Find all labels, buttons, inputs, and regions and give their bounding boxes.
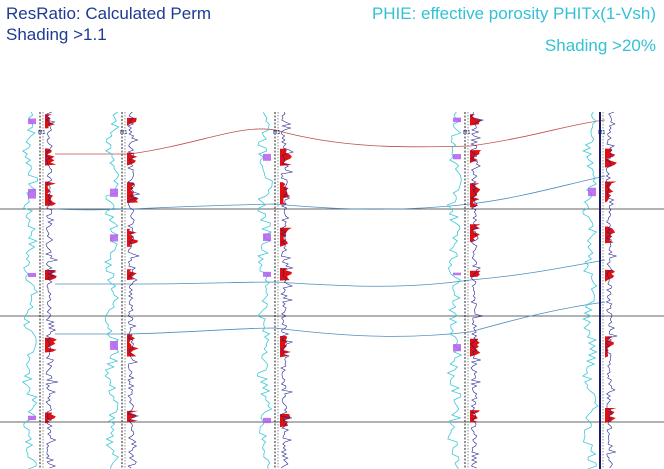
resratio-shading xyxy=(280,182,291,205)
resratio-shading xyxy=(45,114,55,129)
phie-shading xyxy=(453,117,461,123)
gamma-ray-curve xyxy=(581,111,599,469)
phie-shading xyxy=(263,271,271,277)
resratio-shading xyxy=(280,148,292,166)
correlation-line xyxy=(55,301,606,337)
correlation-line xyxy=(55,259,606,287)
well-w1: M1 xyxy=(21,111,59,469)
log-curve xyxy=(280,111,294,469)
resratio-shading xyxy=(280,268,292,281)
resratio-shading xyxy=(127,117,137,126)
phie-shading xyxy=(453,272,461,276)
well-w4: M1 xyxy=(446,111,485,469)
well-label: M1 xyxy=(463,130,471,136)
correlation-lines xyxy=(54,119,606,337)
phie-shading xyxy=(28,118,36,125)
phie-shading xyxy=(263,417,271,424)
resratio-shading xyxy=(127,334,139,357)
well-correlation-panel: M1 M1 M1 M1 M1 xyxy=(0,111,664,469)
phie-legend-title: PHIE: effective porosity PHITx(1-Vsh) xyxy=(371,4,656,23)
gamma-ray-curve xyxy=(21,111,39,469)
formation-top-line xyxy=(55,119,606,155)
well-label: M1 xyxy=(38,130,46,136)
well-label: M1 xyxy=(273,130,281,136)
resratio-shading xyxy=(470,410,480,423)
phie-shading xyxy=(453,344,461,352)
phie-legend-shading: Shading >20% xyxy=(544,36,656,55)
resratio-shading xyxy=(605,336,614,358)
wells-layer: M1 M1 M1 M1 M1 xyxy=(21,111,618,469)
horizontal-grid-lines xyxy=(0,208,664,423)
resratio-shading xyxy=(127,152,138,166)
resratio-shading xyxy=(605,148,617,168)
well-w2: M1 xyxy=(104,111,141,469)
well-w3: M1 xyxy=(256,111,294,469)
resratio-shading xyxy=(470,270,481,278)
resratio-legend-shading: Shading >1.1 xyxy=(6,25,107,44)
log-curve xyxy=(127,111,141,469)
phie-shading xyxy=(28,188,36,199)
resratio-shading xyxy=(605,269,615,282)
resratio-legend-title: ResRatio: Calculated Perm xyxy=(6,4,212,23)
log-curve xyxy=(470,111,485,469)
resratio-shading xyxy=(45,181,57,206)
gamma-ray-curve xyxy=(446,111,463,469)
phie-shading xyxy=(263,233,271,242)
well-w5: M1 xyxy=(581,111,618,469)
resratio-shading xyxy=(280,227,292,247)
resratio-shading xyxy=(280,335,291,358)
gamma-ray-curve xyxy=(104,111,120,469)
well-label: M1 xyxy=(598,130,606,136)
resratio-shading xyxy=(605,408,617,423)
phie-shading xyxy=(453,154,461,160)
resratio-shading xyxy=(45,148,57,166)
phie-shading xyxy=(28,415,36,421)
phie-shading xyxy=(110,234,118,242)
phie-shading xyxy=(28,272,36,277)
gamma-ray-curve xyxy=(256,111,273,469)
phie-shading xyxy=(110,188,118,197)
phie-shading xyxy=(263,153,271,161)
resratio-shading xyxy=(470,114,482,126)
phie-shading xyxy=(588,187,596,197)
resratio-shading xyxy=(127,269,137,281)
log-curve xyxy=(605,111,618,469)
well-label: M1 xyxy=(120,130,128,136)
correlation-line xyxy=(54,175,606,211)
phie-shading xyxy=(110,341,118,350)
resratio-shading xyxy=(605,181,617,203)
resratio-shading xyxy=(470,183,481,208)
log-curve xyxy=(45,111,59,469)
